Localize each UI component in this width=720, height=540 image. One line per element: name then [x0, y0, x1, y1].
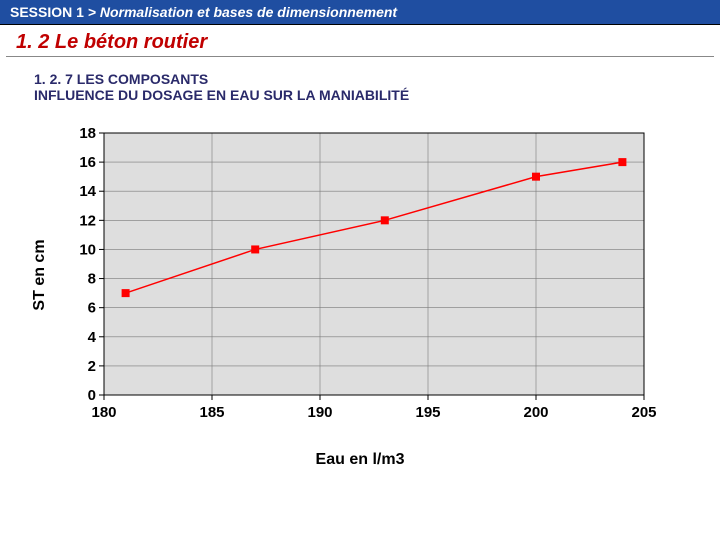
session-header-bar: SESSION 1 > Normalisation et bases de di…: [0, 0, 720, 25]
svg-text:18: 18: [79, 125, 96, 142]
svg-text:16: 16: [79, 154, 96, 171]
subtitle-line-2: INFLUENCE DU DOSAGE EN EAU SUR LA MANIAB…: [34, 87, 720, 103]
svg-text:200: 200: [523, 404, 548, 421]
subtitle-line-1: 1. 2. 7 LES COMPOSANTS: [34, 71, 720, 87]
svg-text:185: 185: [199, 404, 224, 421]
session-rest: > Normalisation et bases de dimensionnem…: [84, 4, 397, 20]
title-row: 1. 2 Le béton routier: [6, 25, 714, 57]
svg-text:8: 8: [88, 271, 96, 288]
svg-text:190: 190: [307, 404, 332, 421]
chart-container: ST en cm 0246810121416181801851901952002…: [60, 125, 660, 425]
svg-text:0: 0: [88, 387, 96, 404]
chart-x-axis-label: Eau en l/m3: [316, 451, 405, 469]
svg-text:4: 4: [88, 329, 97, 346]
session-prefix: SESSION 1: [10, 4, 84, 20]
svg-text:6: 6: [88, 300, 96, 317]
page-title: 1. 2 Le béton routier: [16, 31, 704, 54]
svg-text:10: 10: [79, 241, 96, 258]
svg-text:2: 2: [88, 358, 96, 375]
svg-text:14: 14: [79, 183, 96, 200]
chart-y-axis-label: ST en cm: [31, 239, 49, 310]
svg-text:12: 12: [79, 212, 96, 229]
svg-text:180: 180: [91, 404, 116, 421]
svg-text:205: 205: [631, 404, 656, 421]
chart-svg: 0 2 4 6 8 10 12 14 16 18 180 185 190 195 200 205: [60, 125, 660, 425]
svg-text:195: 195: [415, 404, 440, 421]
subtitle-block: 1. 2. 7 LES COMPOSANTS INFLUENCE DU DOSA…: [0, 57, 720, 103]
